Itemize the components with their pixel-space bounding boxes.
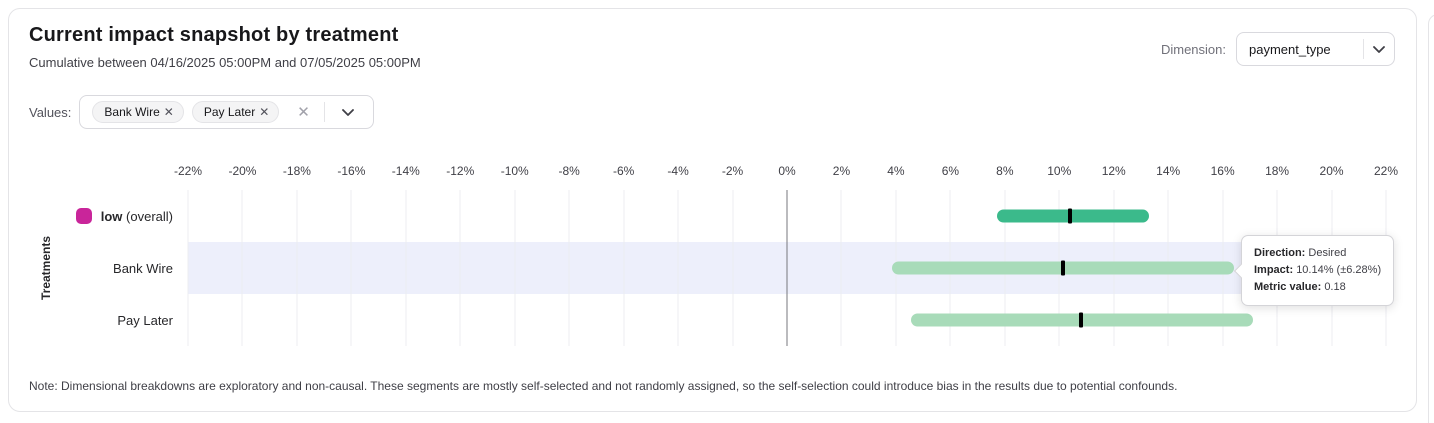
x-tick-label: -6%	[612, 164, 635, 178]
gridline	[241, 190, 243, 346]
row-label-text: low	[100, 208, 123, 224]
bar-tooltip: Direction: Desired Impact: 10.14% (±6.28…	[1233, 235, 1395, 306]
chevron-down-icon[interactable]	[1364, 45, 1394, 53]
x-tick-label: -8%	[558, 164, 580, 178]
values-multiselect[interactable]: Bank Wire ✕ Pay Later ✕ ✕	[79, 95, 374, 129]
x-axis: -22% -20% -18% -16% -14% -12% -10% -8% -6% -4% -2%…	[174, 164, 1398, 182]
x-tick-label: 0%	[778, 164, 796, 178]
x-tick-label: 10%	[1047, 164, 1072, 178]
row-label-text: Bank Wire	[113, 260, 173, 276]
value-chip[interactable]: Pay Later ✕	[191, 101, 280, 123]
row-label: low (overall)	[29, 190, 173, 242]
row-label: Pay Later	[29, 294, 173, 346]
tooltip-impact-label: Impact:	[1254, 264, 1294, 276]
chevron-down-icon[interactable]	[333, 108, 363, 116]
x-tick-label: -4%	[667, 164, 689, 178]
adjacent-card-edge	[1428, 14, 1434, 423]
x-tick-label: -14%	[391, 164, 420, 178]
gridline	[514, 190, 516, 346]
tooltip-direction-label: Direction:	[1254, 247, 1306, 259]
select-divider	[1363, 39, 1364, 59]
dimension-selected-value: payment_type	[1249, 41, 1331, 57]
confidence-interval-bar[interactable]	[996, 209, 1150, 223]
values-chips: Bank Wire ✕ Pay Later ✕	[92, 101, 280, 123]
x-tick-label: 6%	[941, 164, 960, 178]
value-chip-label: Bank Wire	[104, 105, 160, 119]
tooltip-metric-label: Metric value:	[1254, 281, 1322, 293]
tooltip-impact: Impact: 10.14% (±6.28%)	[1254, 262, 1381, 279]
plot-area	[187, 190, 1387, 346]
tooltip-direction: Direction: Desired	[1254, 245, 1381, 262]
clear-all-icon[interactable]: ✕	[297, 104, 310, 121]
legend-swatch	[75, 208, 92, 224]
gridline	[296, 190, 298, 346]
x-tick-label: -18%	[282, 164, 311, 178]
x-tick-label: 16%	[1210, 164, 1235, 178]
row-label: Bank Wire	[29, 242, 173, 294]
gridline	[568, 190, 570, 346]
x-tick-label: 12%	[1101, 164, 1126, 178]
gridline	[623, 190, 625, 346]
impact-snapshot-card: Current impact snapshot by treatment Cum…	[8, 8, 1417, 412]
value-chip-label: Pay Later	[203, 105, 256, 119]
impact-point-marker	[1079, 312, 1084, 328]
x-tick-label: 8%	[996, 164, 1014, 178]
date-range-subtitle: Cumulative between 04/16/2025 05:00PM an…	[29, 55, 421, 70]
treatment-row[interactable]	[188, 294, 1386, 346]
x-tick-label: -12%	[446, 164, 475, 178]
x-tick-label: 18%	[1265, 164, 1290, 178]
chip-remove-icon[interactable]: ✕	[163, 105, 174, 119]
chip-remove-icon[interactable]: ✕	[259, 105, 270, 119]
x-tick-label: -16%	[337, 164, 366, 178]
x-tick-label: 2%	[832, 164, 851, 178]
values-filter: Values: Bank Wire ✕ Pay Later ✕ ✕	[29, 95, 374, 129]
gridline	[840, 190, 842, 346]
dimension-select[interactable]: payment_type	[1236, 32, 1395, 66]
row-label-text: Pay Later	[117, 312, 173, 328]
x-tick-label: -22%	[173, 164, 203, 178]
y-axis-title: Treatments	[39, 235, 53, 301]
gridline	[187, 190, 189, 346]
x-tick-label: 20%	[1319, 164, 1344, 178]
select-divider	[323, 102, 325, 122]
x-tick-label: -20%	[228, 164, 257, 178]
tooltip-direction-value: Desired	[1308, 247, 1347, 259]
values-label: Values:	[29, 104, 72, 120]
tooltip-metric-value: 0.18	[1324, 281, 1346, 293]
impact-point-marker	[1068, 208, 1073, 224]
row-labels: low (overall) Bank Wire Pay Later	[29, 190, 173, 346]
treatment-row[interactable]	[188, 190, 1386, 242]
disclaimer-note: Note: Dimensional breakdowns are explora…	[29, 379, 1178, 393]
x-tick-label: 22%	[1373, 164, 1399, 178]
row-label-suffix: (overall)	[122, 208, 173, 224]
impact-point-marker	[1061, 260, 1066, 276]
gridline	[732, 190, 734, 346]
x-tick-label: -10%	[500, 164, 529, 178]
value-chip[interactable]: Bank Wire ✕	[92, 101, 184, 123]
dimension-label: Dimension:	[1160, 41, 1226, 57]
gridline	[405, 190, 407, 346]
tooltip-impact-value: 10.14% (±6.28%)	[1296, 264, 1382, 276]
x-tick-label: 4%	[887, 164, 905, 178]
zero-axis-line	[786, 190, 788, 346]
gridline	[677, 190, 679, 346]
gridline	[350, 190, 352, 346]
page-title: Current impact snapshot by treatment	[29, 24, 399, 46]
gridline	[459, 190, 461, 346]
x-tick-label: -2%	[721, 164, 744, 178]
x-tick-label: 14%	[1156, 164, 1181, 178]
dimension-control: Dimension: payment_type	[1161, 32, 1395, 66]
tooltip-metric: Metric value: 0.18	[1254, 279, 1381, 296]
